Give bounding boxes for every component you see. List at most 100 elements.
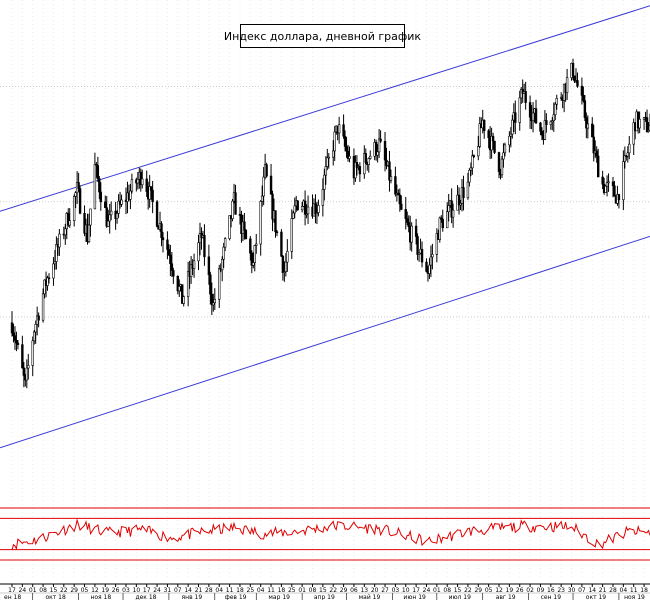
day-tick-label: 17 [8, 587, 16, 594]
month-label: май 19 [359, 594, 381, 600]
candle-bear [596, 155, 600, 178]
day-tick-label: 04 [215, 587, 223, 594]
candle-bear [243, 221, 246, 231]
candle-bull [212, 302, 215, 306]
month-label: авг 19 [496, 594, 516, 600]
candle-bear [296, 200, 299, 211]
day-tick-label: 29 [474, 587, 482, 594]
candle-bear [364, 153, 367, 163]
candle-bear [414, 225, 418, 237]
candle-bull [410, 225, 413, 243]
day-tick-label: 09 [537, 587, 545, 594]
day-tick-label: 28 [205, 587, 213, 594]
day-tick-label: 27 [381, 587, 389, 594]
candle-bull [438, 217, 442, 240]
day-tick-label: 28 [609, 587, 617, 594]
candle-bull [459, 203, 462, 206]
candle-bear [514, 112, 517, 123]
day-tick-label: 11 [226, 587, 234, 594]
candle-bull [478, 123, 481, 147]
candle-bull [189, 264, 193, 277]
candle-bear [280, 231, 283, 257]
candle-bear [149, 186, 153, 191]
day-tick-label: 18 [236, 587, 244, 594]
candle-bear [487, 130, 490, 139]
day-tick-label: 29 [70, 587, 78, 594]
candle-bear [269, 175, 273, 195]
day-tick-label: 08 [309, 587, 317, 594]
candle-bull [315, 212, 319, 215]
candle-bull [107, 220, 110, 227]
candle-bull [31, 340, 34, 366]
day-tick-label: 22 [464, 587, 472, 594]
candle-bear [583, 100, 587, 118]
candle-bull [628, 143, 631, 154]
candle-bull [259, 201, 262, 245]
candle-bull [286, 251, 289, 263]
candle-bear [169, 254, 172, 265]
candle-bull [543, 120, 547, 140]
candle-bear [12, 332, 15, 337]
day-tick-label: 22 [60, 587, 68, 594]
candle-layer [10, 58, 650, 389]
candle-bull [213, 298, 216, 304]
candle-bull [141, 178, 144, 186]
candle-bull [446, 211, 449, 229]
candle-bear [576, 80, 579, 87]
day-tick-label: 29 [340, 587, 348, 594]
candle-bear [483, 119, 486, 132]
candle-bull [622, 161, 625, 201]
candle-bull [178, 286, 181, 292]
candle-bull [72, 196, 76, 222]
candle-bear [545, 120, 548, 125]
time-axis-layer: 17 24 01 08 15 22 29 05 12 19 26 03 10 17 24 31 07 14 21 28… [0, 583, 650, 601]
day-tick-label: 03 [392, 587, 400, 594]
candle-bull [447, 205, 450, 212]
candle-bull [367, 158, 370, 165]
candle-bull [428, 264, 431, 274]
candle-bull [348, 155, 351, 159]
day-tick-label: 04 [620, 587, 628, 594]
day-tick-label: 16 [547, 587, 555, 594]
day-tick-label: 10 [402, 587, 410, 594]
candle-bear [303, 200, 307, 215]
day-tick-label: 15 [454, 587, 462, 594]
day-tick-label: 15 [319, 587, 327, 594]
day-tick-label: 13 [360, 587, 368, 594]
candle-bear [472, 155, 476, 157]
candle-bear [345, 146, 348, 152]
candle-bear [355, 162, 359, 168]
candle-bull [333, 131, 336, 152]
candle-bull [117, 200, 120, 214]
day-tick-label: 20 [371, 587, 379, 594]
day-tick-label: 04 [257, 587, 265, 594]
candle-bear [13, 335, 17, 341]
candle-bear [172, 270, 175, 277]
candle-bear [281, 255, 285, 273]
day-tick-label: 21 [599, 587, 607, 594]
candle-bear [77, 182, 80, 189]
candle-bull [293, 205, 296, 214]
month-label: окт 18 [45, 594, 66, 600]
day-tick-label: 24 [423, 587, 431, 594]
candle-bull [255, 243, 258, 246]
candle-bull [490, 135, 493, 151]
month-label: янв 19 [182, 594, 203, 600]
candle-bear [155, 201, 159, 227]
candle-bull [68, 220, 71, 226]
day-tick-label: 24 [19, 587, 27, 594]
candle-bear [611, 181, 615, 187]
month-label: ноя 19 [624, 594, 645, 600]
day-tick-label: 05 [81, 587, 89, 594]
candle-bull [64, 228, 67, 236]
candle-bear [244, 230, 248, 240]
month-label: фев 19 [225, 594, 247, 600]
candle-bear [15, 340, 18, 344]
candle-bull [554, 103, 557, 116]
candle-bull [290, 218, 293, 252]
candle-bull [323, 174, 326, 190]
candle-bear [274, 210, 277, 233]
candle-bear [250, 252, 254, 266]
day-tick-label: 15 [50, 587, 58, 594]
candle-bull [321, 189, 325, 206]
